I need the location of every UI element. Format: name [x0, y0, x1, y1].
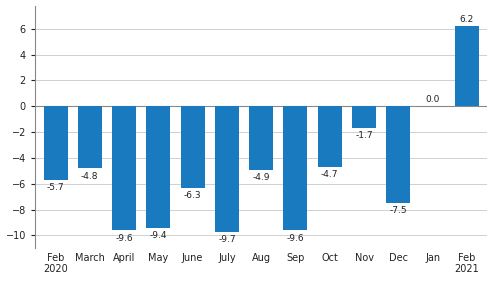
Bar: [180, 106, 205, 188]
Text: -9.7: -9.7: [218, 235, 236, 244]
Bar: [112, 106, 136, 230]
Bar: [318, 106, 342, 167]
Bar: [78, 106, 102, 168]
Bar: [455, 26, 479, 106]
Text: 0.0: 0.0: [425, 95, 440, 104]
Text: -6.3: -6.3: [184, 191, 202, 200]
Text: -9.6: -9.6: [286, 233, 304, 243]
Bar: [249, 106, 273, 170]
Text: -9.6: -9.6: [115, 233, 133, 243]
Text: -4.8: -4.8: [81, 171, 99, 181]
Text: -4.7: -4.7: [321, 170, 339, 179]
Text: -9.4: -9.4: [149, 231, 167, 240]
Text: -7.5: -7.5: [389, 206, 407, 215]
Text: -4.9: -4.9: [252, 173, 270, 182]
Bar: [387, 106, 410, 203]
Bar: [215, 106, 239, 232]
Text: 6.2: 6.2: [460, 15, 474, 24]
Bar: [352, 106, 376, 128]
Bar: [43, 106, 68, 180]
Bar: [146, 106, 171, 228]
Text: -5.7: -5.7: [47, 183, 65, 192]
Text: -1.7: -1.7: [355, 131, 373, 140]
Bar: [283, 106, 308, 230]
